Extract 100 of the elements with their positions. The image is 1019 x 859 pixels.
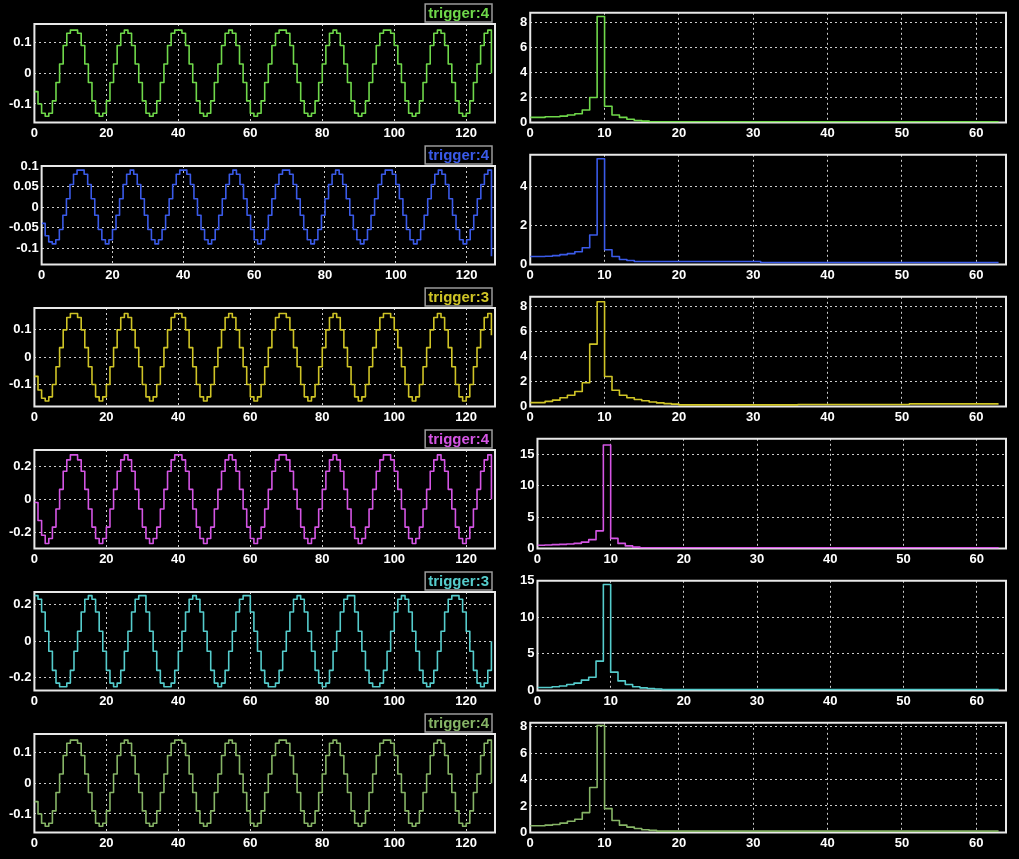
x-tick-label: 30 [749,550,765,566]
y-tick-label: 4 [520,348,528,364]
x-tick-label: 30 [746,834,761,850]
y-tick-label: 6 [520,39,528,55]
x-tick-label: 40 [820,124,835,140]
x-tick-label: 20 [676,550,692,566]
y-tick-label: 0.1 [20,157,39,173]
x-tick-label: 120 [455,834,478,850]
x-tick-label: 50 [894,408,910,424]
x-tick-label: 10 [597,834,612,850]
y-tick-label: 2 [520,89,528,105]
x-tick-label: 30 [746,408,761,424]
y-tick-label: 10 [519,477,535,493]
x-tick-label: 40 [823,692,838,708]
x-tick-label: 20 [671,124,687,140]
x-tick-label: 80 [315,550,330,566]
y-tick-label: 0 [24,348,32,364]
x-tick-label: 60 [969,408,984,424]
y-tick-label: 0 [527,539,535,555]
text: trigger:4 [428,430,490,448]
x-tick-label: 40 [171,408,186,424]
x-tick-label: 20 [99,550,114,566]
y-tick-label: 0.2 [13,596,32,612]
y-tick-label: 2 [520,216,528,232]
x-tick-label: 40 [171,124,186,140]
y-tick-label: 0 [520,397,528,413]
y-tick-label: 5 [527,508,535,524]
y-tick-label: 8 [520,718,528,734]
x-tick-label: 60 [243,834,258,850]
y-tick-label: 8 [520,14,528,30]
x-tick-label: 20 [99,834,114,850]
y-tick-label: 0.2 [13,457,32,473]
x-tick-label: 30 [746,124,761,140]
y-tick-label: -0.2 [8,669,32,685]
y-tick-label: 0 [24,774,32,790]
text: trigger:4 [428,714,490,732]
y-tick-label: 2 [520,373,528,389]
text: trigger:4 [428,4,490,22]
x-tick-label: 60 [243,408,258,424]
x-tick-label: 60 [969,692,984,708]
x-tick-label: 100 [383,550,406,566]
x-tick-label: 20 [99,408,114,424]
x-tick-label: 120 [455,124,478,140]
y-tick-label: -0.1 [8,805,32,821]
x-tick-label: 30 [749,692,765,708]
y-tick-label: 0 [31,198,39,214]
x-tick-label: 100 [383,834,406,850]
x-tick-label: 100 [384,266,407,282]
x-tick-label: 120 [455,266,478,282]
x-tick-label: 60 [969,834,984,850]
x-tick-label: 60 [243,692,258,708]
x-tick-label: 50 [894,834,910,850]
x-tick-label: 80 [315,408,330,424]
x-tick-label: 20 [671,408,687,424]
x-tick-label: 50 [894,266,910,282]
y-tick-label: 4 [520,64,528,80]
x-tick-label: 20 [671,266,687,282]
x-tick-label: 20 [99,692,114,708]
x-tick-label: 50 [896,550,911,566]
x-tick-label: 80 [315,692,330,708]
y-tick-label: -0.1 [8,376,32,392]
x-tick-label: 60 [246,266,262,282]
x-tick-label: 20 [105,266,120,282]
x-tick-label: 10 [603,550,618,566]
x-tick-label: 80 [315,124,330,140]
y-tick-label: 15 [519,572,535,588]
y-tick-label: 6 [520,323,528,339]
text: trigger:4 [428,146,490,164]
x-tick-label: 10 [603,692,618,708]
x-tick-label: 40 [820,266,835,282]
x-tick-label: 10 [597,408,612,424]
y-tick-label: 0.1 [13,34,32,50]
x-tick-label: 40 [171,834,186,850]
x-tick-label: 30 [746,266,761,282]
x-tick-label: 50 [896,692,911,708]
x-tick-label: 40 [820,408,835,424]
y-tick-label: 0.1 [13,744,32,760]
x-tick-label: 80 [317,266,333,282]
x-tick-label: 120 [455,692,478,708]
x-tick-label: 10 [597,266,612,282]
x-tick-label: 120 [455,550,478,566]
y-tick-label: -0.05 [8,219,39,235]
y-tick-label: -0.2 [8,523,32,539]
x-tick-label: 40 [171,692,186,708]
y-tick-label: 0.05 [13,178,39,194]
y-tick-label: 4 [520,177,528,193]
x-tick-label: 50 [894,124,910,140]
y-tick-label: 0.1 [13,321,32,337]
y-tick-label: 0 [520,113,528,129]
y-tick-label: 0 [520,823,528,839]
y-tick-label: 0 [24,64,32,80]
x-tick-label: 100 [383,408,406,424]
x-tick-label: 60 [243,550,258,566]
x-tick-label: 60 [969,550,984,566]
x-tick-label: 10 [597,124,612,140]
y-tick-label: -0.1 [8,95,32,111]
x-tick-label: 20 [99,124,114,140]
x-tick-label: 60 [969,124,984,140]
text: trigger:3 [428,572,489,590]
text: trigger:3 [428,288,489,306]
